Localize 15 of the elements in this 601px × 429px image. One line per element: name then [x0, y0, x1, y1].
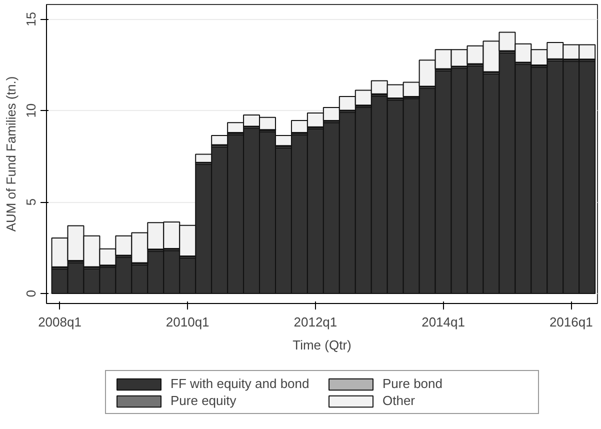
y-axis-title: AUM of Fund Families (tn.): [4, 76, 18, 232]
legend-label: FF with equity and bond: [170, 376, 310, 391]
y-tick-label: 10: [24, 103, 38, 118]
legend-label: Other: [382, 393, 416, 408]
x-tick-label: 2010q1: [166, 314, 210, 330]
x-tick-label: 2014q1: [422, 314, 465, 330]
x-axis-title: Time (Qtr): [292, 338, 352, 352]
legend-label: Pure equity: [170, 393, 238, 408]
y-tick-label: 5: [24, 198, 38, 206]
x-tick-label: 2016q1: [549, 314, 593, 330]
legend-label: Pure bond: [382, 376, 444, 391]
y-tick-label: 15: [24, 12, 38, 26]
y-tick-label: 0: [24, 290, 38, 298]
x-tick-label: 2008q1: [38, 314, 82, 330]
x-tick-label: 2012q1: [294, 314, 338, 330]
